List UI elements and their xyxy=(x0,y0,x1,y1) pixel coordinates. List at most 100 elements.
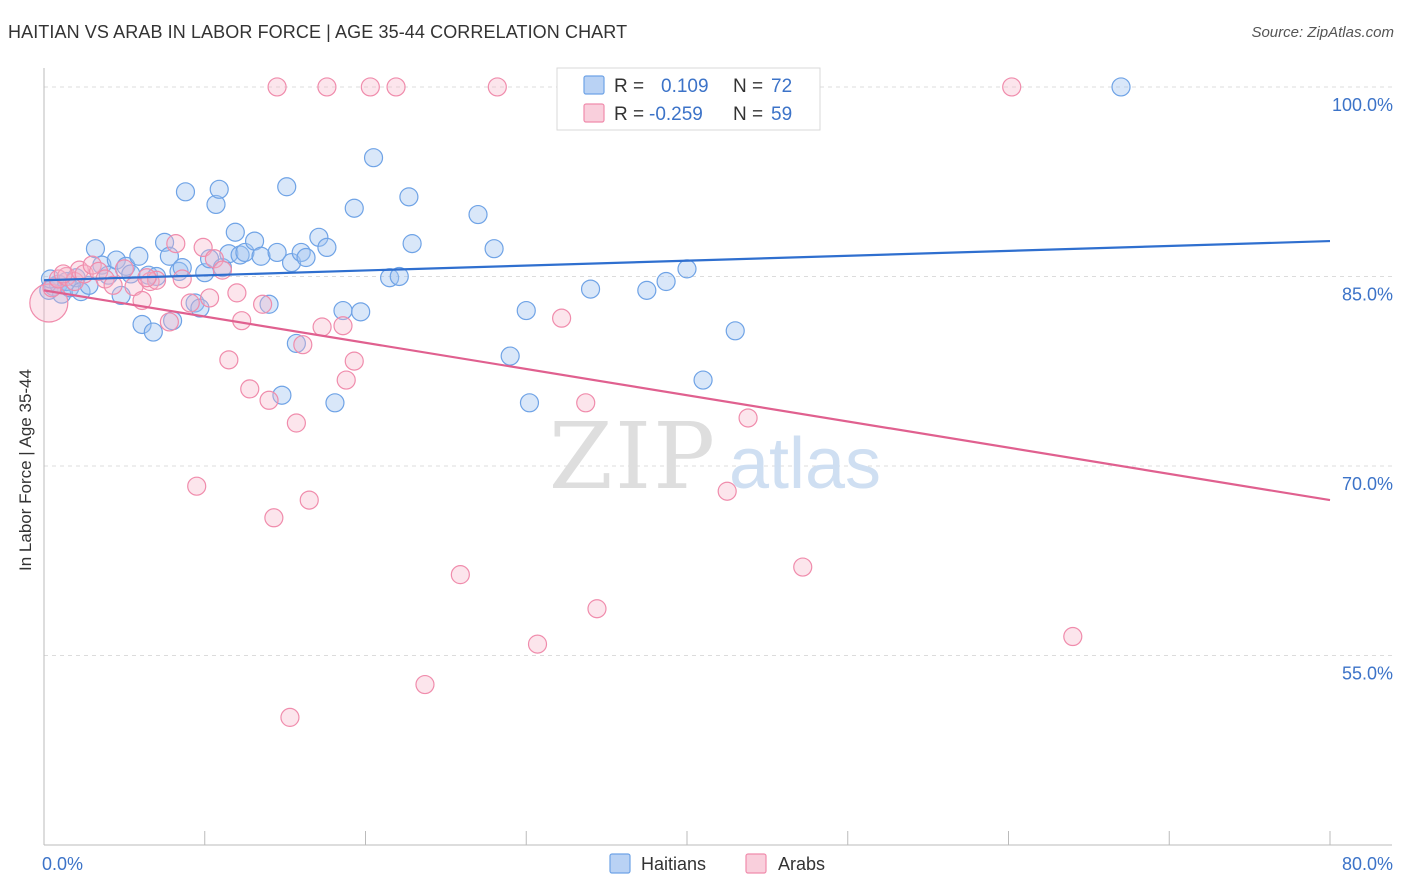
haitian-point xyxy=(693,370,713,390)
haitian-point xyxy=(317,237,337,258)
haitian-point xyxy=(516,300,536,321)
haitian-point xyxy=(344,198,364,218)
arab-point xyxy=(587,599,607,619)
haitian-point xyxy=(677,259,697,279)
legend-arabs-label: Arabs xyxy=(778,854,825,874)
haitian-point xyxy=(725,321,745,341)
chart-title: HAITIAN VS ARAB IN LABOR FORCE | AGE 35-… xyxy=(8,22,628,42)
haitian-point xyxy=(325,393,345,413)
arab-point xyxy=(293,335,313,355)
arab-point xyxy=(204,249,224,269)
arab-point xyxy=(212,260,233,280)
arab-point xyxy=(317,77,337,97)
haitian-point xyxy=(286,333,306,354)
arabs-points xyxy=(29,77,1083,727)
haitians-n-value: 72 xyxy=(771,76,792,97)
arabs-r-label: R = xyxy=(614,104,644,125)
arab-point xyxy=(576,393,596,413)
arabs-r-value: -0.259 xyxy=(649,104,703,125)
arab-point xyxy=(89,261,109,282)
x-tick-label: 0.0% xyxy=(42,854,83,874)
arab-point xyxy=(180,293,200,313)
arab-point xyxy=(159,312,179,332)
arab-point xyxy=(336,370,356,390)
arab-point xyxy=(114,259,134,279)
haitian-point xyxy=(468,204,488,225)
arab-point xyxy=(264,508,284,528)
arab-point xyxy=(717,481,737,501)
haitian-point xyxy=(277,177,297,197)
arabs-n-label: N = xyxy=(733,104,763,125)
arab-point xyxy=(487,77,507,97)
watermark-zip: ZIP xyxy=(549,403,717,510)
haitian-point xyxy=(190,298,210,318)
arab-point xyxy=(527,634,548,654)
haitian-point xyxy=(500,346,520,366)
arab-point xyxy=(166,234,186,254)
watermark-atlas: atlas xyxy=(729,424,881,504)
arabs-swatch xyxy=(583,103,605,123)
arab-point xyxy=(64,271,85,292)
arab-point xyxy=(312,317,332,337)
arab-point xyxy=(267,77,287,97)
arab-point xyxy=(793,557,813,577)
haitian-point xyxy=(225,222,245,242)
arab-point xyxy=(415,674,435,695)
haitian-point xyxy=(259,294,279,314)
arab-point xyxy=(450,565,470,585)
haitian-point xyxy=(389,266,409,287)
haitian-point xyxy=(175,182,196,202)
arab-point xyxy=(227,283,247,303)
y-tick-label: 55.0% xyxy=(1342,663,1393,683)
arabs-n-value: 59 xyxy=(771,104,792,125)
arab-point xyxy=(344,351,364,371)
arab-point xyxy=(280,707,300,727)
arab-point xyxy=(103,275,123,295)
haitian-point xyxy=(251,246,271,266)
haitian-point xyxy=(209,179,229,199)
arab-point xyxy=(240,379,260,399)
arab-point xyxy=(253,294,273,314)
haitian-point xyxy=(580,279,601,299)
haitian-point xyxy=(309,227,329,247)
arab-point xyxy=(386,77,406,97)
haitians-trend-line xyxy=(43,239,1331,282)
arab-point xyxy=(193,237,213,258)
arab-point xyxy=(333,316,353,336)
watermark: ZIP atlas xyxy=(549,403,881,510)
arab-point xyxy=(172,269,192,289)
arab-point xyxy=(1002,77,1022,97)
haitian-point xyxy=(129,246,149,266)
legend-haitians-label: Haitians xyxy=(641,854,706,874)
haitian-point xyxy=(281,252,302,273)
legend-arabs-swatch xyxy=(745,853,767,874)
tick-labels: 100.0% 85.0% 70.0% 55.0% 0.0% 80.0% xyxy=(42,95,1393,874)
arab-point xyxy=(1063,626,1083,647)
arab-point xyxy=(199,288,220,308)
axes xyxy=(43,68,1392,846)
haitians-points xyxy=(39,77,1131,413)
trend-lines xyxy=(43,239,1331,502)
arab-point xyxy=(360,77,380,97)
arab-point xyxy=(187,476,207,496)
haitian-point xyxy=(399,187,419,207)
haitian-point xyxy=(656,271,676,292)
haitian-point xyxy=(1111,77,1131,97)
haitian-point xyxy=(206,194,226,215)
haitian-point xyxy=(351,302,371,322)
grid xyxy=(44,86,1392,656)
arab-point xyxy=(219,350,239,370)
haitian-point xyxy=(402,234,422,254)
y-tick-label: 100.0% xyxy=(1332,95,1393,115)
source-label: Source: ZipAtlas.com xyxy=(1251,24,1394,41)
arab-point xyxy=(299,490,319,510)
arab-point xyxy=(552,308,572,328)
haitian-point xyxy=(143,322,163,342)
bottom-legend: Haitians Arabs xyxy=(609,853,825,874)
haitian-point xyxy=(272,385,292,405)
haitian-point xyxy=(296,247,316,268)
arab-point xyxy=(259,390,279,410)
haitians-swatch xyxy=(583,75,605,95)
haitian-point xyxy=(519,393,540,413)
